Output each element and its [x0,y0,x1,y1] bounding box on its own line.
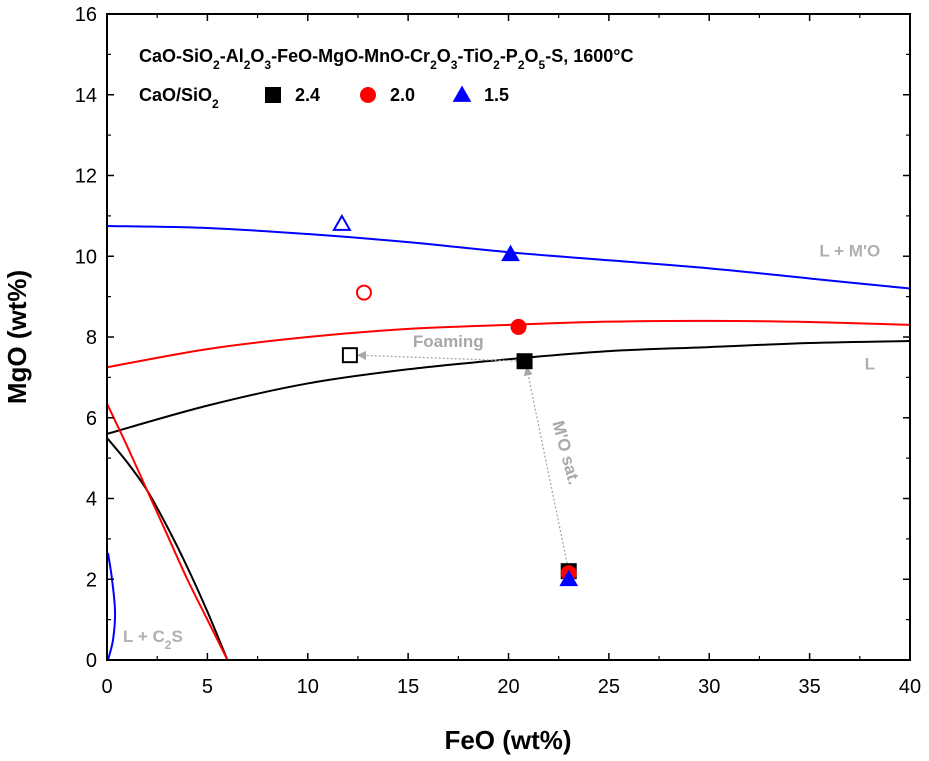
x-axis-title: FeO (wt%) [444,725,571,755]
mo-sat-arrow [523,366,570,572]
x-tick-label: 40 [899,676,921,698]
region-label-l: L [865,354,875,373]
point-filled-2-4-0 [516,353,533,370]
annotation-foaming: Foaming [413,332,484,351]
point-filled-1-5-1 [559,569,579,587]
legend-entries: 2.4 2.0 1.5 [265,85,509,105]
point-open-2-4-0 [341,347,358,364]
region-labels: L + M'O L L + C2S Foaming M'O sat. [123,241,880,652]
y-tick-label: 10 [75,246,97,268]
legend-entry-2-0: 2.0 [390,85,415,105]
x-tick-label: 10 [297,676,319,698]
y-axis-title: MgO (wt%) [2,270,32,404]
y-tick-label: 12 [75,166,97,188]
point-filled-2-0-0 [510,318,527,335]
x-tick-label: 20 [497,676,519,698]
y-tick-label: 14 [75,85,97,107]
x-tick-label: 25 [598,676,620,698]
legend-marker-1-5 [452,85,472,102]
legend-label: CaO/SiO2 [139,85,219,111]
c2s-saturation-curve-2-4 [107,437,229,660]
legend: CaO-SiO2-Al2O3-FeO-MgO-MnO-Cr2O3-TiO2-P2… [139,46,633,111]
legend-entry-1-5: 1.5 [484,85,509,105]
y-tick-label: 8 [86,327,97,349]
x-tick-label: 5 [202,676,213,698]
curves [107,224,910,660]
chart-title: CaO-SiO2-Al2O3-FeO-MgO-MnO-Cr2O3-TiO2-P2… [139,46,633,72]
c2s-saturation-curve-2-0 [107,403,229,660]
point-filled-1-5-0 [501,244,520,262]
x-tick-label: 30 [698,676,720,698]
legend-entry-2-4: 2.4 [295,85,320,105]
annotation-mo-sat: M'O sat. [548,419,583,487]
legend-marker-2-4 [265,87,281,103]
axis-ticks: 0 5 10 15 20 25 30 35 40 0 2 4 6 8 10 12 14 16 [75,4,921,698]
plot-frame [106,13,911,661]
y-tick-label: 4 [86,489,97,511]
region-label-l-c2s: L + C2S [123,627,183,652]
region-label-l-mo: L + M'O [819,241,880,260]
x-tick-label: 0 [101,676,112,698]
annotation-arrows [357,350,570,572]
y-tick-label: 2 [86,569,97,591]
legend-marker-2-0 [360,87,376,103]
y-tick-label: 6 [86,408,97,430]
x-tick-label: 35 [799,676,821,698]
point-open-1-5-0 [332,213,352,231]
c2s-saturation-curve-1-5 [107,552,117,660]
foaming-arrow [357,350,525,362]
data-markers [332,213,579,587]
point-open-2-0-0 [355,284,372,301]
mo-saturation-curve-2-4 [107,340,910,435]
x-tick-label: 15 [397,676,419,698]
y-tick-label: 0 [86,650,97,672]
mo-saturation-curve-2-0 [107,319,910,369]
y-tick-label: 16 [75,4,97,26]
